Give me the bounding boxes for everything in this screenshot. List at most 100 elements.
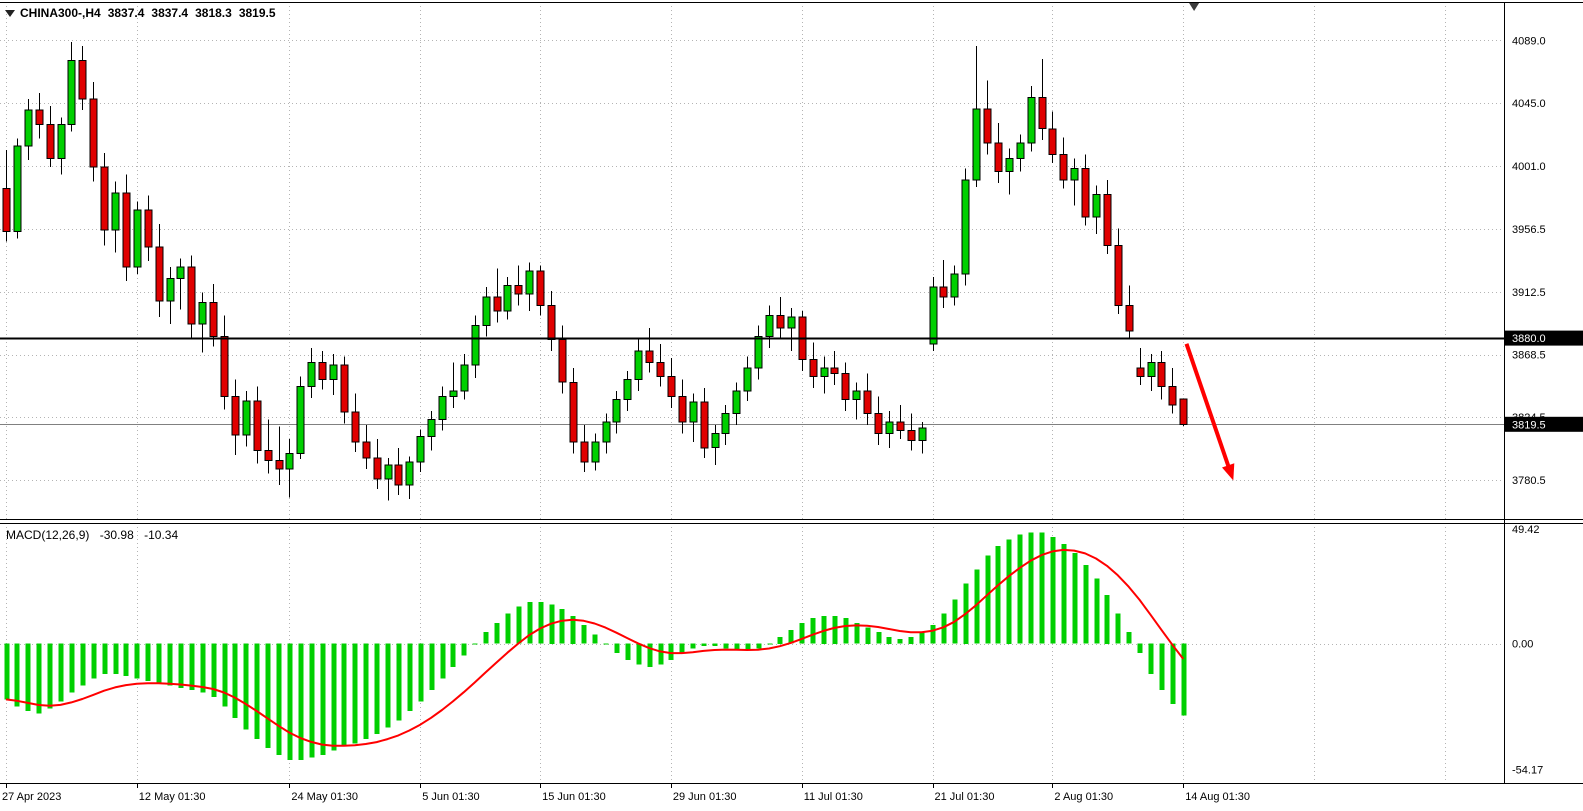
price-axis-label: 3868.5 — [1512, 350, 1546, 362]
ohlc-high: 3837.4 — [151, 6, 189, 20]
time-axis-label: 11 Jul 01:30 — [804, 791, 863, 803]
candle-body-up — [449, 390, 458, 397]
candle-body-up — [111, 192, 120, 231]
macd-bar — [690, 643, 696, 649]
candle-body-up — [285, 453, 294, 470]
macd-bar — [1104, 595, 1110, 644]
symbol-period-label: CHINA300-,H4 — [20, 6, 101, 20]
candle-body-up — [1005, 158, 1014, 172]
price-axis-label: 3780.5 — [1512, 475, 1546, 487]
candle-body-down — [373, 457, 382, 480]
macd-bar — [843, 618, 849, 644]
macd-bar — [1017, 534, 1023, 644]
macd-bar — [810, 618, 816, 644]
candle-body-down — [275, 460, 284, 470]
macd-bar — [341, 643, 347, 746]
time-axis[interactable]: 27 Apr 2023 12 May 01:30 24 May 01:30 5 Jun… — [2, 784, 1250, 803]
trend-arrow-head[interactable] — [1222, 463, 1235, 481]
macd-bar — [134, 643, 140, 679]
macd-bar — [1159, 643, 1165, 691]
candle-body-up — [918, 427, 927, 442]
candle-body-down — [318, 361, 327, 380]
price-axis-label: 4045.0 — [1512, 98, 1546, 110]
macd-bar — [995, 546, 1001, 644]
candle-body-up — [166, 277, 175, 302]
candle-body-up — [972, 108, 981, 181]
chart-shift-marker[interactable] — [1189, 3, 1200, 11]
macd-bar — [516, 606, 522, 644]
candle-body-up — [634, 350, 643, 380]
macd-bar — [723, 643, 729, 649]
candle-body-up — [460, 364, 469, 392]
candle-body-down — [580, 441, 589, 463]
macd-bar — [559, 608, 565, 644]
candle-body-down — [830, 367, 839, 375]
candle-body-up — [885, 421, 894, 435]
macd-bar — [4, 643, 10, 700]
candle-body-down — [656, 361, 665, 377]
candle-body-up — [743, 367, 752, 392]
macd-bar — [222, 643, 228, 707]
candle-body-up — [133, 209, 142, 268]
candle-body-up — [689, 401, 698, 423]
macd-bar — [1028, 532, 1034, 644]
candle-body-down — [493, 296, 502, 312]
macd-axis[interactable]: 49.42 0.00 -54.17 — [1512, 524, 1543, 777]
candle-body-down — [220, 336, 229, 398]
time-axis-label: 15 Jun 01:30 — [542, 791, 606, 803]
macd-bar — [418, 643, 424, 702]
candle-body-up — [787, 316, 796, 329]
macd-name: MACD(12,26,9) — [6, 528, 90, 542]
macd-bar — [363, 643, 369, 739]
candle-body-down — [994, 142, 1003, 172]
time-axis-label: 29 Jun 01:30 — [673, 791, 737, 803]
time-axis-label: 24 May 01:30 — [291, 791, 358, 803]
ohlc-close: 3819.5 — [238, 6, 276, 20]
candle-body-down — [2, 188, 11, 232]
price-axis[interactable]: 4089.04045.04001.03956.53912.53868.53824… — [1505, 36, 1583, 487]
macd-bar — [178, 643, 184, 688]
macd-bar — [1148, 643, 1154, 674]
macd-bar — [777, 636, 783, 644]
candle-body-down — [340, 364, 349, 413]
macd-bar — [734, 643, 740, 651]
macd-bar — [232, 643, 238, 718]
candle-body-up — [1016, 142, 1025, 160]
ohlc-open: 3837.4 — [107, 6, 145, 20]
macd-bar — [876, 632, 882, 644]
candle-body-down — [667, 376, 676, 398]
macd-bar — [854, 622, 860, 644]
macd-bar — [701, 643, 707, 646]
price-axis-label: 3956.5 — [1512, 224, 1546, 236]
candle-body-down — [907, 430, 916, 442]
macd-bar — [450, 643, 456, 667]
macd-bar — [1126, 632, 1132, 644]
macd-bar — [538, 601, 544, 644]
candle-body-up — [950, 273, 959, 298]
macd-bar — [1181, 643, 1187, 716]
macd-bar — [886, 636, 892, 644]
macd-bar — [91, 643, 97, 679]
macd-bar — [25, 643, 31, 711]
grid-lines — [0, 2, 1504, 783]
candle-body-down — [874, 413, 883, 435]
candle-body-up — [612, 398, 621, 423]
candle-body-up — [1070, 168, 1079, 181]
macd-bar — [1170, 643, 1176, 705]
one-click-trading-toggle-icon[interactable] — [5, 9, 15, 17]
time-axis-label: 27 Apr 2023 — [2, 791, 61, 803]
trend-arrow-line[interactable] — [1184, 343, 1233, 473]
bid-price-tag-label: 3819.5 — [1512, 419, 1546, 431]
candle-body-up — [602, 421, 611, 443]
macd-axis-label: 49.42 — [1512, 524, 1540, 536]
macd-bar — [1039, 532, 1045, 644]
candle-body-down — [983, 108, 992, 144]
symbol-info-overlay: CHINA300-,H4 3837.4 3837.4 3818.3 3819.5 — [5, 6, 276, 20]
macd-bar — [625, 643, 631, 660]
macd-bar — [102, 643, 108, 674]
macd-bar — [941, 613, 947, 644]
candle-body-down — [1038, 96, 1047, 130]
candle-body-down — [122, 192, 131, 268]
bid-price-tag — [1505, 416, 1583, 432]
